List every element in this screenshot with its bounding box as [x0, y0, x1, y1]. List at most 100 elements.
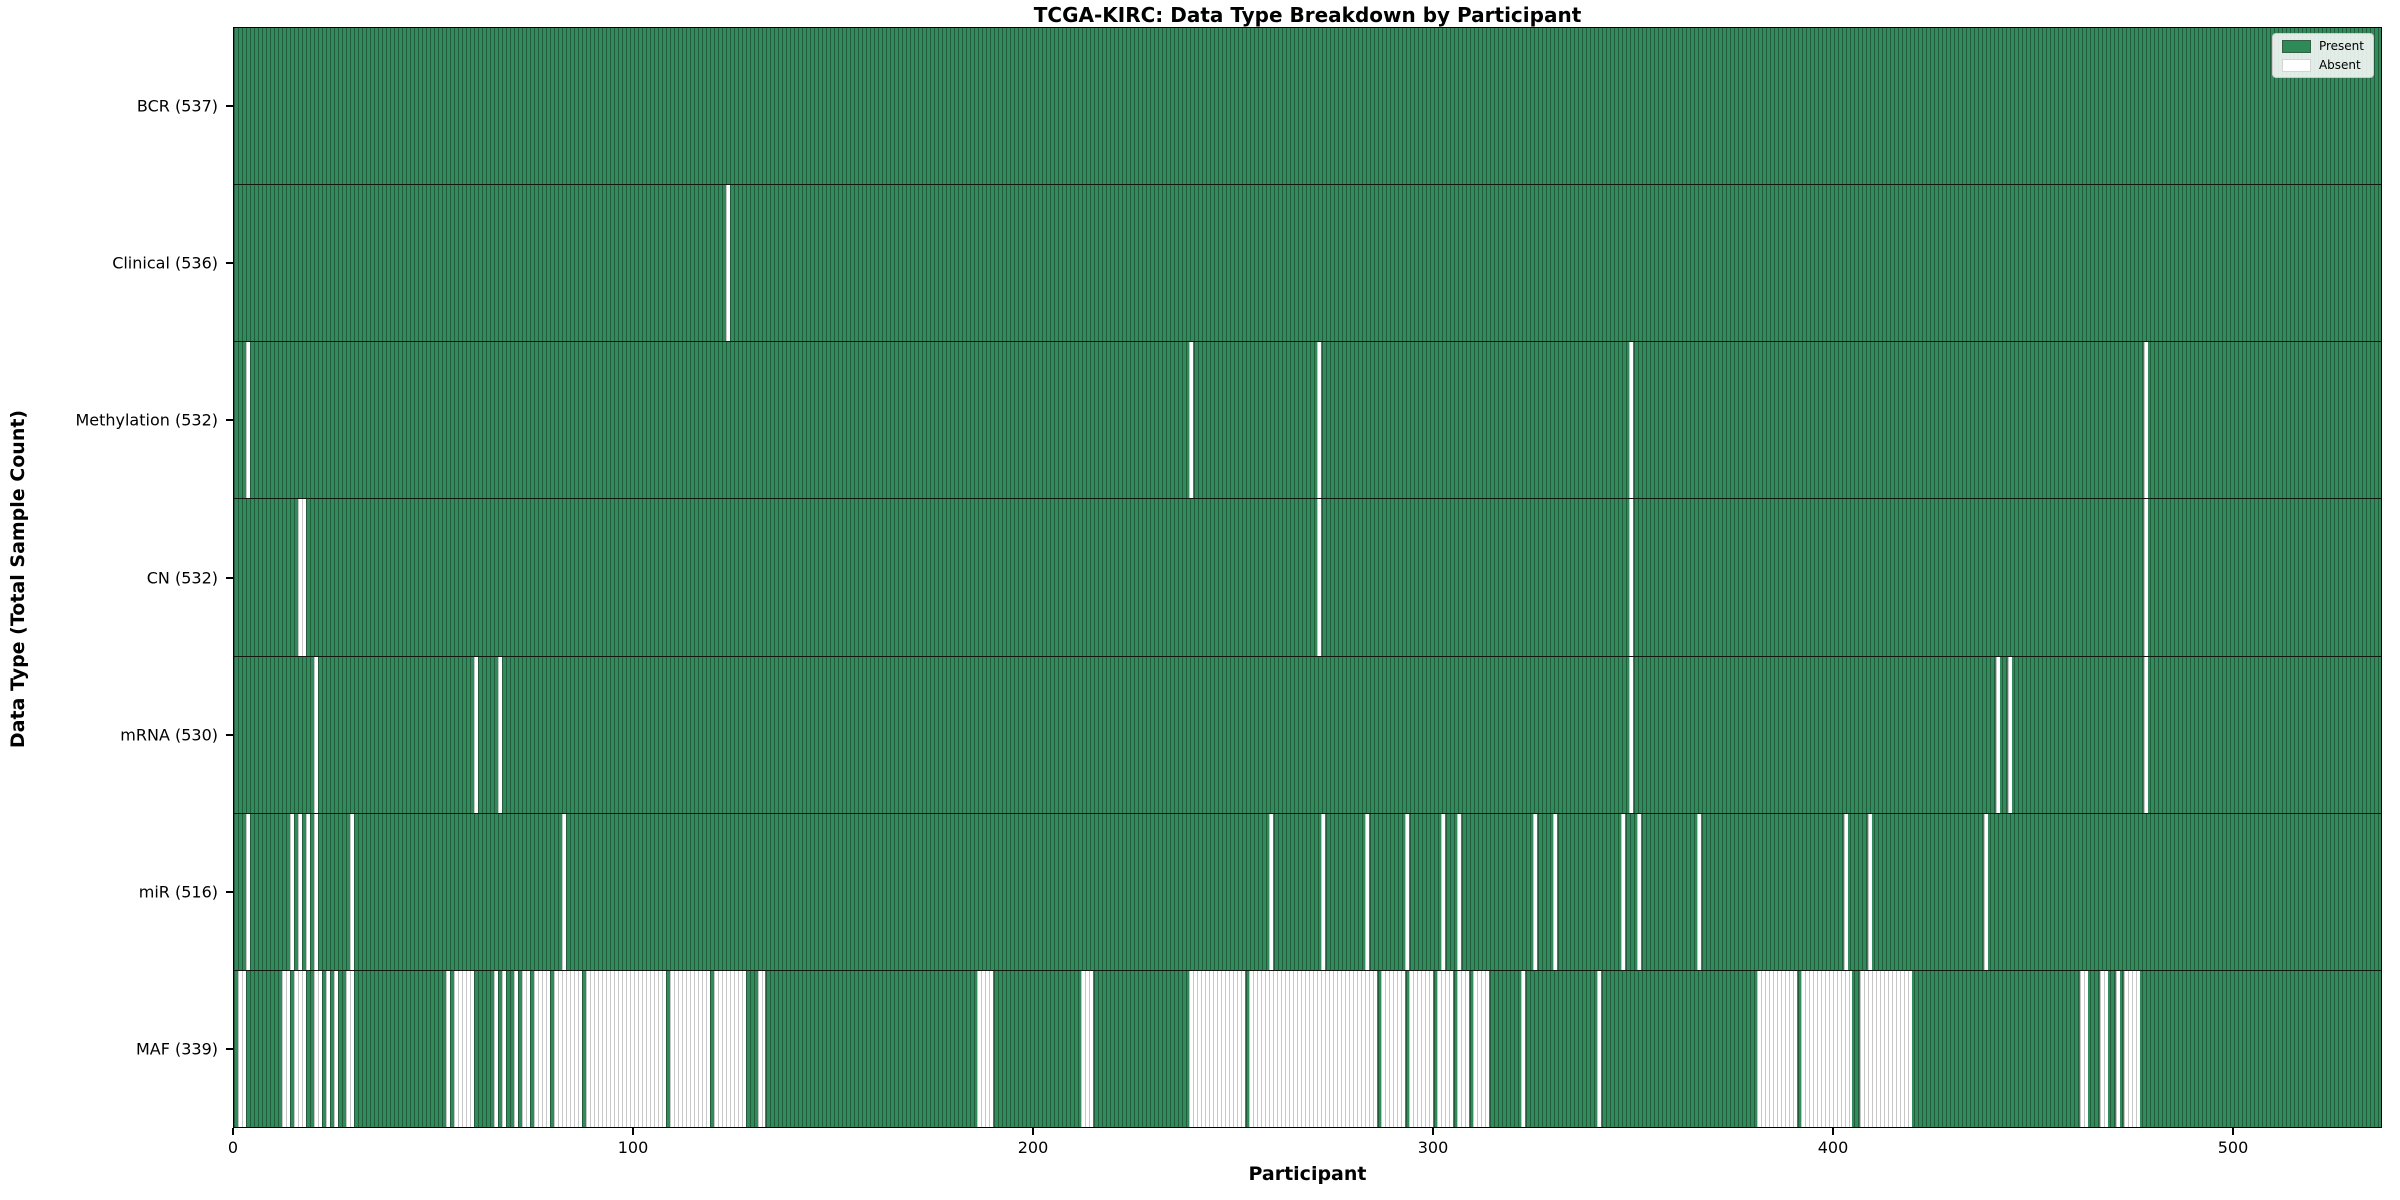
x-tick-mark — [1832, 1128, 1834, 1135]
y-tick-label: mRNA (530) — [120, 725, 218, 745]
absent-block — [333, 970, 338, 1127]
absent-block — [1620, 813, 1625, 970]
absent-block — [1628, 342, 1633, 499]
absent-block — [289, 813, 294, 970]
absent-block — [1189, 342, 1194, 499]
y-tick-label: BCR (537) — [136, 96, 218, 116]
absent-block — [1984, 813, 1989, 970]
absent-block — [313, 970, 322, 1127]
y-tick-mark — [226, 419, 233, 422]
y-tick-mark — [226, 733, 233, 736]
y-tick-mark — [226, 104, 233, 107]
absent-block — [1636, 813, 1641, 970]
absent-block — [1844, 813, 1849, 970]
absent-block — [1628, 656, 1633, 813]
absent-block — [325, 970, 330, 1127]
absent-block — [493, 970, 498, 1127]
y-tick-mark — [226, 576, 233, 579]
absent-block — [1364, 813, 1369, 970]
x-tick-mark — [232, 1128, 234, 1135]
legend-present-label: Present — [2318, 39, 2364, 53]
y-tick-mark — [226, 891, 233, 894]
row-cn — [234, 498, 2381, 656]
absent-block — [513, 970, 518, 1127]
legend-entry-absent: Absent — [2281, 58, 2364, 72]
x-tick-mark — [2232, 1128, 2234, 1135]
x-tick-label: 400 — [1817, 1138, 1849, 1157]
absent-block — [1440, 813, 1445, 970]
row-maf — [234, 969, 2381, 1127]
absent-block — [501, 970, 506, 1127]
absent-block — [245, 813, 250, 970]
y-tick-mark — [226, 1048, 233, 1051]
absent-block — [1996, 656, 2001, 813]
absent-block — [237, 970, 246, 1127]
absent-block — [1628, 499, 1633, 656]
x-tick-mark — [632, 1128, 634, 1135]
y-tick-label: CN (532) — [146, 568, 218, 587]
x-tick-mark — [1032, 1128, 1034, 1135]
absent-block — [533, 970, 550, 1127]
chart-title: TCGA-KIRC: Data Type Breakdown by Partic… — [1033, 3, 1582, 27]
absent-block — [2080, 970, 2089, 1127]
absent-block — [1320, 813, 1325, 970]
row-methylation — [234, 341, 2381, 499]
absent-block — [297, 813, 302, 970]
absent-block — [1269, 813, 1274, 970]
absent-block — [669, 970, 710, 1127]
x-tick-label: 300 — [1417, 1138, 1449, 1157]
absent-block — [1408, 970, 1433, 1127]
absent-block — [445, 970, 450, 1127]
absent-block — [1312, 970, 1377, 1127]
x-tick-mark — [1432, 1128, 1434, 1135]
absent-block — [553, 970, 582, 1127]
row-clinical — [234, 184, 2381, 342]
absent-block — [713, 970, 746, 1127]
absent-block — [1800, 970, 1853, 1127]
absent-block — [1520, 970, 1525, 1127]
absent-block — [1696, 813, 1701, 970]
present-swatch-icon — [2281, 39, 2311, 53]
x-tick-label: 0 — [227, 1138, 239, 1157]
absent-block — [1868, 813, 1873, 970]
legend-entry-present: Present — [2281, 39, 2364, 53]
absent-block — [305, 813, 310, 970]
absent-block — [1472, 970, 1489, 1127]
absent-block — [2124, 970, 2141, 1127]
absent-block — [497, 656, 502, 813]
plot-area — [233, 27, 2382, 1128]
absent-block — [2144, 342, 2149, 499]
absent-block — [297, 499, 306, 656]
y-tick-label: miR (516) — [138, 882, 218, 902]
y-tick-label: Clinical (536) — [112, 253, 218, 273]
absent-block — [1081, 970, 1094, 1127]
absent-block — [2116, 970, 2121, 1127]
absent-block — [1552, 813, 1557, 970]
absent-block — [1456, 970, 1469, 1127]
x-tick-label: 200 — [1017, 1138, 1049, 1157]
absent-block — [1860, 970, 1913, 1127]
absent-block — [1596, 970, 1601, 1127]
absent-block — [585, 970, 666, 1127]
y-tick-label: MAF (339) — [135, 1039, 218, 1059]
absent-block — [757, 970, 766, 1127]
absent-block — [345, 970, 354, 1127]
absent-block — [521, 970, 530, 1127]
legend-absent-label: Absent — [2318, 58, 2361, 72]
absent-block — [1756, 970, 1797, 1127]
absent-block — [1532, 813, 1537, 970]
absent-block — [2100, 970, 2109, 1127]
x-tick-label: 500 — [2217, 1138, 2249, 1157]
absent-block — [561, 813, 566, 970]
absent-block — [1404, 813, 1409, 970]
absent-block — [1249, 970, 1313, 1127]
absent-block — [1380, 970, 1405, 1127]
x-axis-title: Participant — [1248, 1163, 1367, 1185]
row-mir — [234, 812, 2381, 970]
absent-swatch-icon — [2281, 58, 2311, 72]
y-tick-mark — [226, 261, 233, 264]
x-tick-label: 100 — [617, 1138, 649, 1157]
absent-block — [1316, 499, 1321, 656]
absent-block — [2008, 656, 2013, 813]
